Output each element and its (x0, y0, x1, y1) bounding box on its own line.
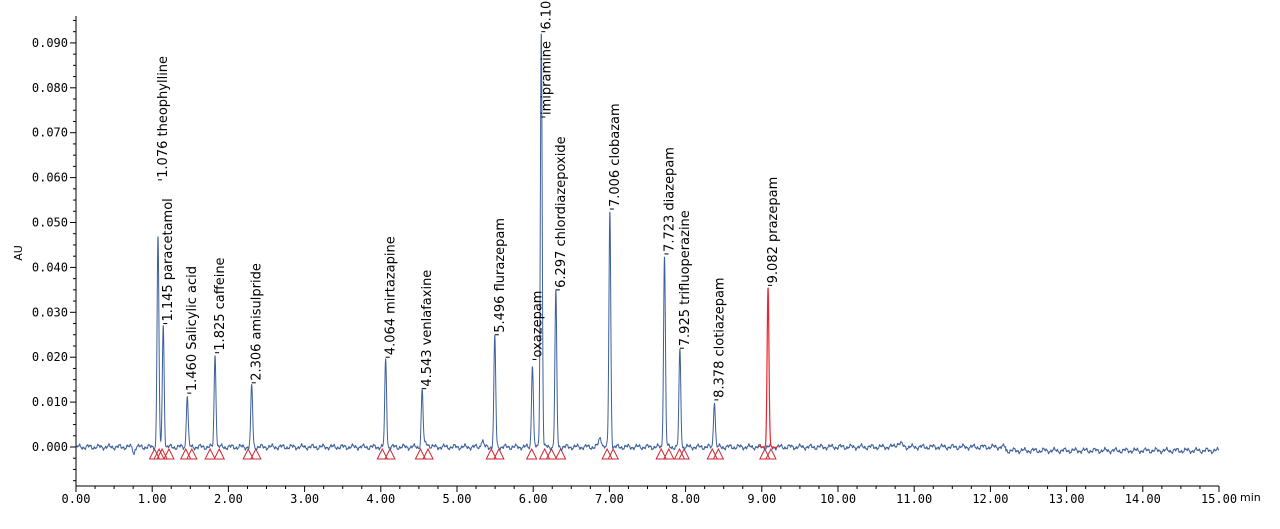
integration-marker (554, 447, 567, 460)
integration-marker (485, 447, 498, 460)
integration-marker (242, 447, 255, 460)
prazepam-trace (758, 287, 778, 449)
peak-label: 7.723 diazepam (662, 147, 677, 252)
integration-marker (204, 447, 216, 460)
peak-label: oxazepam (530, 291, 545, 358)
integration-marker (163, 447, 175, 460)
y-tick-label: 0.090 (32, 36, 68, 50)
integration-marker (250, 447, 262, 460)
peak-label: 6.297 chlordiazepoxide (554, 136, 569, 287)
y-tick-label: 0.020 (32, 350, 68, 364)
x-tick-label: 14.00 (1125, 492, 1161, 506)
x-tick-label: 1.00 (138, 492, 167, 506)
peak-label: imipramine (539, 41, 554, 115)
peak-label: 1.460 Salicylic acid (185, 266, 200, 391)
chromatogram-trace (75, 33, 1220, 456)
integration-marker (384, 447, 396, 460)
integration-marker (414, 447, 427, 460)
integration-marker (678, 447, 690, 460)
integration-marker (655, 447, 668, 460)
integration-marker (759, 447, 771, 460)
x-ticks: 0.00 1.00 2.00 3.00 4.00 5.00 6.00 7.00 8.00 9.00… (62, 486, 1237, 506)
y-tick-label: 0.070 (32, 126, 68, 140)
integration-marker (712, 447, 725, 460)
x-tick-label: 6.00 (519, 492, 548, 506)
integration-marker (607, 447, 620, 460)
peak-label: 1.825 caffeine (213, 257, 228, 350)
integration-marker (765, 447, 777, 460)
traces (75, 33, 1220, 456)
integration-marker (179, 447, 192, 460)
x-tick-label: 10.00 (820, 492, 856, 506)
x-tick-label: 0.00 (62, 492, 91, 506)
peak-annotations: 1.076 theophylline 1.145 paracetamol 1.460… (156, 0, 781, 401)
x-axis-title: min (1240, 491, 1261, 504)
integration-marker (213, 447, 226, 460)
integration-marker (493, 447, 505, 460)
integration-marker (545, 447, 558, 460)
peak-label: 1.145 paracetamol (161, 198, 176, 321)
x-tick-label: 2.00 (214, 492, 243, 506)
peak-label: 9.082 prazepam (766, 177, 781, 284)
peak-label: 6.106 (539, 0, 554, 30)
axes (75, 16, 1219, 487)
y-tick-label: 0.050 (32, 216, 68, 230)
x-tick-label: 13.00 (1049, 492, 1085, 506)
y-tick-label: 0.010 (32, 395, 68, 409)
y-tick-label: 0.080 (32, 81, 68, 95)
y-tick-label: 0.030 (32, 305, 68, 319)
peak-label: 4.064 mirtazapine (384, 236, 399, 355)
x-tick-label: 9.00 (747, 492, 776, 506)
peak-label: 7.925 trifluoperazine (678, 210, 693, 346)
peak-markers (148, 447, 777, 460)
peak-label: 1.076 theophylline (156, 56, 171, 178)
x-tick-label: 4.00 (366, 492, 395, 506)
integration-marker (538, 447, 551, 460)
integration-marker (156, 447, 168, 460)
integration-marker (706, 447, 719, 460)
peak-label: 7.006 clobazam (608, 103, 623, 207)
integration-marker (663, 447, 675, 460)
x-tick-label: 5.00 (443, 492, 472, 506)
x-tick-label: 12.00 (972, 492, 1008, 506)
integration-marker (422, 447, 434, 460)
x-tick-label: 11.00 (896, 492, 932, 506)
y-axis-title: AU (12, 245, 25, 261)
peak-label: 4.543 venlafaxine (420, 270, 435, 387)
integration-marker (376, 447, 389, 460)
y-ticks: 0.000 0.010 0.020 0.030 0.040 0.050 0.060 0.070… (32, 19, 76, 482)
x-tick-label: 3.00 (290, 492, 319, 506)
y-tick-label: 0.000 (32, 440, 68, 454)
peak-label: 8.378 clotiazepam (712, 277, 727, 397)
x-tick-label: 15.00 (1201, 492, 1237, 506)
integration-marker (601, 447, 613, 460)
integration-marker (525, 447, 538, 460)
y-tick-label: 0.060 (32, 171, 68, 185)
x-tick-label: 8.00 (671, 492, 700, 506)
peak-label: 5.496 flurazepam (493, 218, 508, 333)
peak-label: 2.306 amisulpride (250, 263, 265, 381)
x-tick-label: 7.00 (595, 492, 624, 506)
integration-marker (186, 447, 198, 460)
y-tick-label: 0.040 (32, 260, 68, 274)
